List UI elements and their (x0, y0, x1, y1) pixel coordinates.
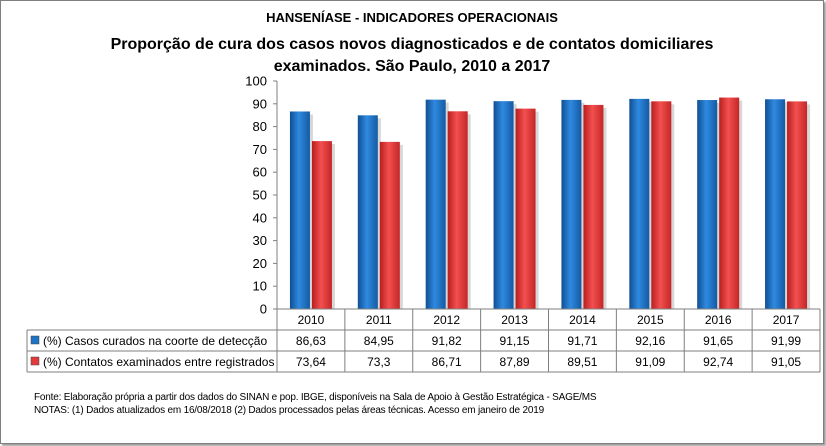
y-tick-label: 70 (253, 142, 267, 157)
data-label: 91,15 (500, 334, 530, 348)
data-label: 91,99 (771, 334, 801, 348)
data-label: 89,51 (567, 355, 597, 369)
y-tick-label: 90 (253, 96, 267, 111)
x-category-label: 2011 (366, 313, 392, 327)
bar-contacts (447, 111, 468, 309)
bar-contacts (379, 141, 400, 309)
chart-subtitle-line-1: Proporção de cura dos casos novos diagno… (110, 36, 714, 53)
y-tick-label: 10 (253, 279, 267, 294)
y-tick-label: 80 (253, 119, 267, 134)
bar-contacts (787, 101, 808, 309)
legend-label: (%) Casos curados na coorte de detecção (43, 334, 267, 348)
data-label: 91,82 (432, 334, 462, 348)
notes-text: NOTAS: (1) Dados atualizados em 16/08/20… (34, 405, 544, 416)
bar-contacts (583, 104, 604, 309)
data-label: 92,16 (635, 334, 665, 348)
legend-swatch (30, 356, 40, 366)
bar-cured (493, 101, 514, 309)
legend-swatch (30, 335, 40, 345)
y-tick-label: 50 (253, 188, 267, 203)
y-tick-label: 20 (253, 256, 267, 271)
data-label: 73,64 (296, 355, 326, 369)
data-label: 91,05 (771, 355, 801, 369)
bar-cured (289, 111, 310, 309)
x-category-label: 2014 (569, 313, 596, 327)
y-tick-label: 60 (253, 165, 267, 180)
data-label: 73,3 (367, 355, 391, 369)
legend-label: (%) Contatos examinados entre registrado… (43, 355, 274, 369)
data-label: 91,65 (703, 334, 733, 348)
chart-subtitle-line-2: examinados. São Paulo, 2010 a 2017 (273, 58, 551, 75)
x-category-label: 2010 (298, 313, 325, 327)
bar-cured (697, 100, 718, 310)
y-tick-label: 40 (253, 210, 267, 225)
data-label: 86,71 (432, 355, 462, 369)
bar-contacts (515, 108, 536, 309)
bar-contacts (651, 101, 672, 310)
y-tick-label: 100 (245, 74, 267, 89)
bar-cured (629, 98, 650, 309)
x-category-label: 2012 (433, 313, 460, 327)
data-label: 86,63 (296, 334, 326, 348)
x-category-label: 2016 (705, 313, 732, 327)
data-label: 87,89 (500, 355, 530, 369)
bar-cured (425, 99, 446, 310)
data-label: 91,09 (635, 355, 665, 369)
chart-title: HANSENÍASE - INDICADORES OPERACIONAIS (266, 10, 558, 25)
data-label: 91,71 (567, 334, 597, 348)
y-tick-label: 0 (260, 302, 267, 317)
data-label: 92,74 (703, 355, 733, 369)
x-category-label: 2015 (637, 313, 664, 327)
data-label: 84,95 (364, 334, 394, 348)
x-category-label: 2017 (773, 313, 800, 327)
bar-cured (765, 99, 786, 309)
y-tick-label: 30 (253, 233, 267, 248)
bar-contacts (719, 97, 740, 310)
bar-cured (561, 99, 582, 309)
source-note: Fonte: Elaboração própria a partir dos d… (34, 392, 597, 403)
bar-contacts (311, 141, 332, 309)
x-category-label: 2013 (501, 313, 528, 327)
chart-subtitle: Proporção de cura dos casos novos diagno… (1, 34, 823, 78)
bar-cured (357, 115, 378, 310)
